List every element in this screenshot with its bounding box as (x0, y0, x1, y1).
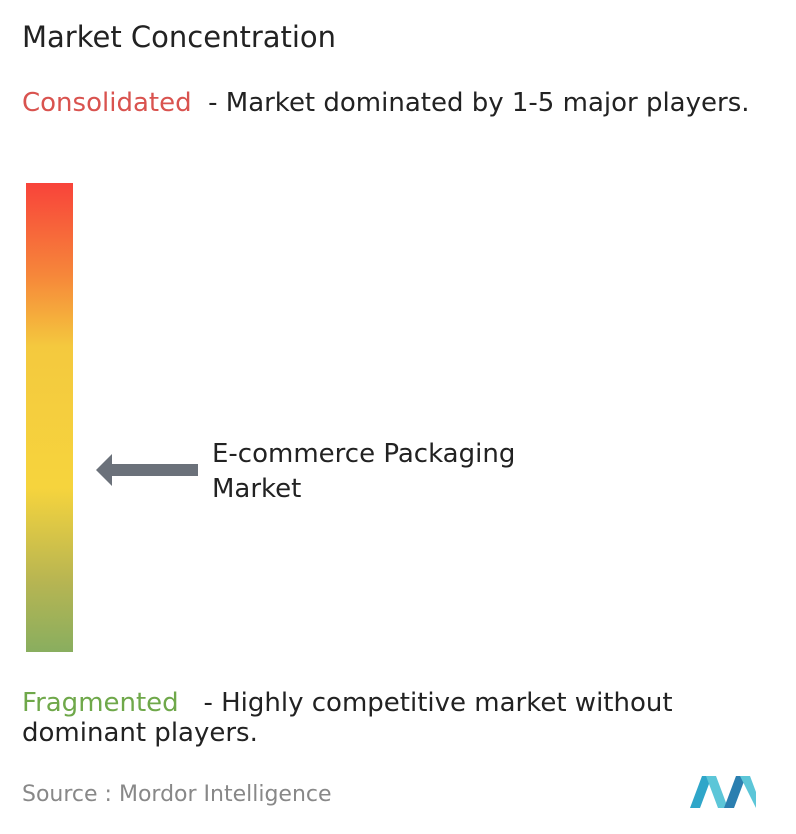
arrow (96, 454, 198, 486)
fragmented-description: - Highly competitive market without domi… (22, 688, 673, 748)
logo (690, 776, 756, 808)
logo-part (706, 776, 728, 808)
consolidated-row: Consolidated - Market dominated by 1-5 m… (22, 88, 782, 118)
fragmented-label: Fragmented (22, 688, 179, 718)
logo-part (690, 776, 712, 808)
source-name: Mordor Intelligence (118, 782, 332, 807)
concentration-scale (26, 183, 73, 652)
title: Market Concentration (22, 20, 337, 54)
arrow-shape (96, 454, 198, 486)
consolidated-description: - Market dominated by 1-5 major players. (208, 88, 750, 118)
source: Source : Mordor Intelligence (22, 782, 332, 807)
source-label: Source : (22, 782, 112, 807)
market-label: E-commerce Packaging Market (212, 439, 516, 504)
consolidated-label: Consolidated (22, 88, 192, 118)
fragmented-row: Fragmented - Highly competitive market w… (22, 688, 796, 748)
logo-part (724, 776, 746, 808)
logo-part (740, 776, 756, 808)
